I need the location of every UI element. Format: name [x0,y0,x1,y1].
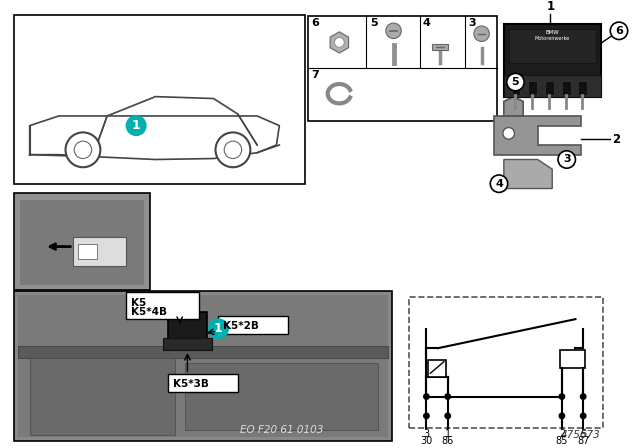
Text: K5*4B: K5*4B [131,306,167,317]
Bar [509,29,596,63]
Circle shape [559,394,564,399]
Text: 3: 3 [468,18,476,28]
Circle shape [224,141,242,159]
Polygon shape [494,116,581,155]
Circle shape [507,73,524,91]
Text: 2: 2 [612,133,620,146]
Circle shape [445,394,451,399]
Text: 5: 5 [371,18,378,28]
Circle shape [386,23,401,39]
Text: Motorenwerke: Motorenwerke [534,36,570,42]
Text: K5: K5 [131,298,147,308]
Bar [18,346,388,358]
Bar [560,350,585,367]
Text: K5*2B: K5*2B [223,321,259,331]
Polygon shape [504,159,552,189]
Bar [18,295,388,437]
Text: 86: 86 [442,436,454,446]
Circle shape [424,413,429,418]
Text: K5*3B: K5*3B [173,379,209,389]
Bar [163,339,212,350]
Text: 6: 6 [311,18,319,28]
Polygon shape [504,97,523,116]
Text: 85: 85 [556,436,568,446]
Bar [14,194,150,290]
Bar [127,292,199,319]
Circle shape [216,133,250,167]
Text: 30: 30 [420,436,433,446]
Text: 5: 5 [580,430,586,439]
Text: 3: 3 [424,430,429,439]
Bar [73,237,127,266]
Bar [511,81,520,95]
Bar [168,312,207,343]
Text: 2: 2 [559,430,565,439]
Text: 3: 3 [563,155,570,164]
Bar [20,200,144,285]
Bar [78,244,97,259]
Bar [409,297,602,427]
Circle shape [558,151,575,168]
Circle shape [127,116,146,135]
Bar [528,81,537,95]
Text: EO F20 61 0103: EO F20 61 0103 [239,425,323,435]
Bar [308,16,497,121]
Circle shape [580,394,586,399]
Bar [218,316,288,334]
Polygon shape [432,44,448,50]
Circle shape [474,26,490,42]
Bar [428,360,446,377]
Bar [562,81,571,95]
Bar [168,374,237,392]
Circle shape [424,394,429,399]
Text: 5: 5 [511,77,519,87]
Circle shape [74,141,92,159]
Circle shape [335,38,344,47]
Circle shape [503,128,515,139]
Bar [545,81,554,95]
Text: 1: 1 [546,0,554,13]
Bar [29,358,175,435]
Text: 6: 6 [615,26,623,36]
Circle shape [445,413,451,418]
Text: 1: 1 [132,119,141,132]
Bar [579,81,587,95]
Circle shape [611,22,628,39]
Circle shape [209,319,228,339]
Text: 1: 1 [214,322,223,335]
Text: 4: 4 [422,18,431,28]
Bar [14,15,305,184]
Polygon shape [330,32,349,53]
Bar [184,363,378,431]
Circle shape [580,413,586,418]
Bar [14,291,392,441]
Text: BMW: BMW [545,30,559,34]
Bar [504,75,600,97]
Text: 7: 7 [311,69,319,79]
Text: 1: 1 [445,430,451,439]
Circle shape [490,175,508,192]
Text: 87: 87 [577,436,589,446]
Circle shape [65,133,100,167]
Circle shape [559,413,564,418]
Text: 475673: 475673 [561,430,600,440]
Text: 4: 4 [495,179,503,189]
Bar [504,24,600,97]
